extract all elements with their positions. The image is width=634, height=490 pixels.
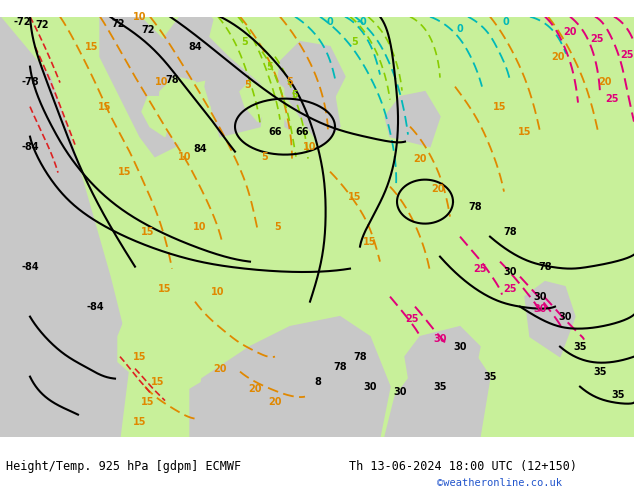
Text: 25: 25 — [620, 49, 634, 60]
Text: 8: 8 — [314, 377, 321, 387]
Text: 15: 15 — [98, 101, 112, 112]
Text: 66: 66 — [268, 126, 281, 137]
Polygon shape — [100, 17, 200, 157]
Polygon shape — [385, 92, 440, 147]
Text: 30: 30 — [559, 312, 572, 321]
Text: 15: 15 — [141, 396, 155, 407]
Text: 10: 10 — [178, 151, 191, 162]
Text: 78: 78 — [165, 74, 179, 85]
Text: -0: -0 — [356, 17, 367, 26]
Text: 78: 78 — [468, 201, 482, 212]
Polygon shape — [385, 346, 490, 437]
Text: 15: 15 — [133, 416, 146, 427]
Text: 25: 25 — [605, 94, 619, 103]
Text: 78: 78 — [503, 226, 517, 237]
Text: 5: 5 — [267, 62, 273, 72]
Text: 30: 30 — [503, 267, 517, 277]
Text: 15: 15 — [493, 101, 507, 112]
Text: 35: 35 — [483, 371, 497, 382]
Text: 30: 30 — [453, 342, 467, 352]
Text: 20: 20 — [213, 364, 227, 373]
Text: 20: 20 — [249, 384, 262, 393]
Text: Height/Temp. 925 hPa [gdpm] ECMWF: Height/Temp. 925 hPa [gdpm] ECMWF — [6, 460, 242, 473]
Polygon shape — [0, 17, 130, 437]
Text: 5: 5 — [245, 80, 251, 90]
Polygon shape — [190, 317, 390, 437]
Text: 5: 5 — [262, 151, 268, 162]
Text: 15: 15 — [158, 284, 172, 294]
Text: 10: 10 — [303, 142, 317, 151]
Text: 20: 20 — [598, 76, 612, 87]
Polygon shape — [118, 292, 205, 396]
Text: 5: 5 — [242, 37, 249, 47]
Text: 78: 78 — [538, 262, 552, 271]
Text: 30: 30 — [393, 387, 407, 396]
Polygon shape — [240, 82, 268, 122]
Text: 35: 35 — [433, 382, 447, 392]
Text: 15: 15 — [348, 192, 362, 201]
Polygon shape — [160, 17, 230, 87]
Text: 0: 0 — [503, 17, 509, 26]
Text: 5: 5 — [287, 76, 294, 87]
Polygon shape — [158, 76, 215, 157]
Text: 35: 35 — [611, 390, 624, 400]
Text: 15: 15 — [85, 42, 99, 51]
Text: 72: 72 — [111, 19, 125, 28]
Text: ©weatheronline.co.uk: ©weatheronline.co.uk — [437, 478, 562, 489]
Text: 20: 20 — [431, 184, 444, 194]
Text: 30: 30 — [533, 304, 547, 314]
Polygon shape — [258, 242, 305, 327]
Text: 25: 25 — [503, 284, 517, 294]
Text: -72: -72 — [13, 17, 31, 26]
Text: 15: 15 — [141, 226, 155, 237]
Text: 84: 84 — [188, 42, 202, 51]
Text: 5: 5 — [275, 221, 281, 232]
Polygon shape — [405, 327, 480, 396]
Text: 10: 10 — [133, 12, 146, 22]
Text: 72: 72 — [141, 24, 155, 35]
Text: 5: 5 — [352, 37, 358, 47]
Polygon shape — [525, 282, 575, 357]
Text: 78: 78 — [353, 352, 367, 362]
Polygon shape — [348, 257, 390, 307]
Text: Th 13-06-2024 18:00 UTC (12+150): Th 13-06-2024 18:00 UTC (12+150) — [349, 460, 577, 473]
Text: 15: 15 — [133, 352, 146, 362]
Text: -84: -84 — [21, 142, 39, 151]
Text: 20: 20 — [413, 154, 427, 164]
Polygon shape — [210, 17, 320, 162]
Polygon shape — [205, 37, 265, 137]
Text: 25: 25 — [405, 314, 418, 323]
Text: 10: 10 — [155, 76, 169, 87]
Text: 25: 25 — [473, 264, 487, 273]
Polygon shape — [285, 76, 340, 147]
Polygon shape — [278, 42, 345, 107]
Text: 72: 72 — [36, 20, 49, 29]
Text: 30: 30 — [433, 334, 447, 343]
Text: 30: 30 — [363, 382, 377, 392]
Text: 5: 5 — [292, 90, 299, 99]
Text: 15: 15 — [363, 237, 377, 246]
Text: 15: 15 — [518, 126, 532, 137]
Text: 25: 25 — [590, 34, 604, 44]
Text: 20: 20 — [551, 51, 565, 62]
Text: -84: -84 — [86, 302, 104, 312]
Text: 15: 15 — [152, 377, 165, 387]
Text: 66: 66 — [295, 126, 309, 137]
Text: 0: 0 — [327, 17, 333, 26]
Text: 10: 10 — [211, 287, 224, 296]
Text: -78: -78 — [21, 76, 39, 87]
Text: 20: 20 — [563, 26, 577, 37]
Polygon shape — [142, 97, 170, 137]
Text: -84: -84 — [21, 262, 39, 271]
Text: 35: 35 — [573, 342, 586, 352]
Text: 10: 10 — [193, 221, 207, 232]
Text: 20: 20 — [268, 396, 281, 407]
Text: 35: 35 — [593, 367, 607, 377]
Text: 84: 84 — [193, 144, 207, 154]
Text: 78: 78 — [333, 362, 347, 371]
Text: 15: 15 — [119, 167, 132, 176]
Text: 30: 30 — [533, 292, 547, 302]
Text: 0: 0 — [456, 24, 463, 34]
